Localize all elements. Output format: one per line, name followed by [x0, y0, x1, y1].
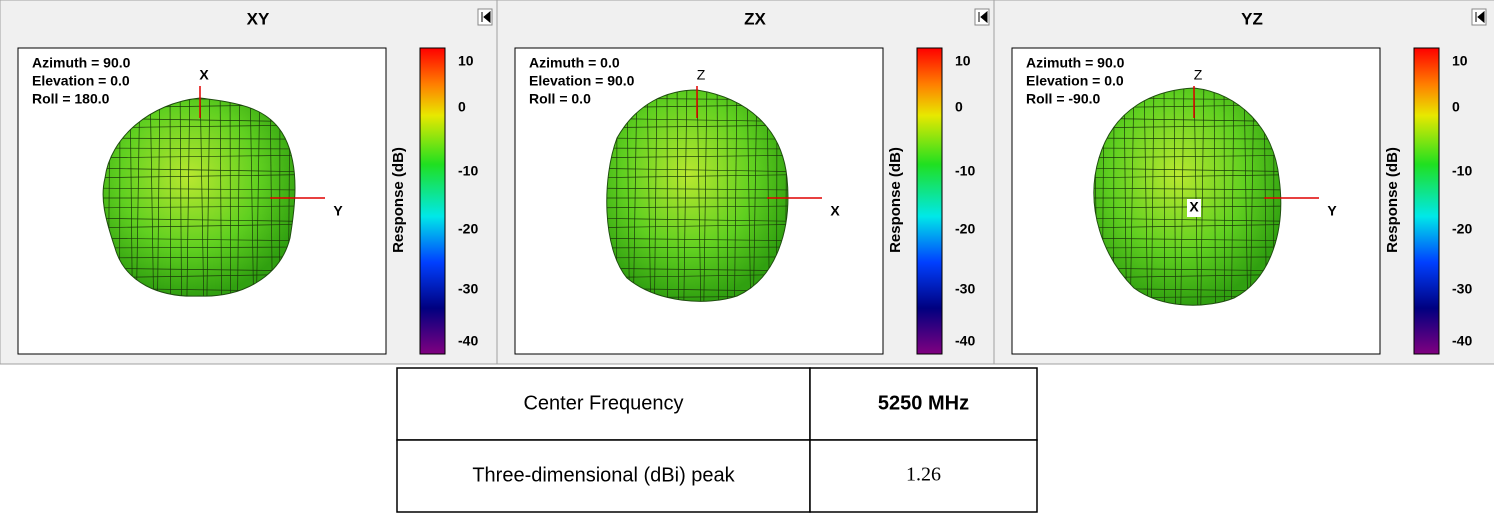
axis-label: Z	[697, 67, 706, 83]
colorbar-tick-label: -40	[1452, 333, 1472, 349]
axis-label: X	[1189, 199, 1199, 215]
page: XYAzimuth = 90.0Elevation = 0.0Roll = 18…	[0, 0, 1494, 516]
colorbar	[420, 48, 445, 354]
orientation-text: Elevation = 90.0	[529, 73, 635, 89]
panel-title: YZ	[1241, 9, 1263, 28]
colorbar-tick-label: -20	[955, 221, 975, 237]
colorbar-tick-label: -30	[955, 281, 975, 297]
colorbar-tick-label: 10	[458, 53, 474, 69]
colorbar-tick-label: -30	[458, 281, 478, 297]
table-text: 1.26	[906, 464, 941, 486]
table-text: Center Frequency	[523, 392, 683, 414]
colorbar-tick-label: -30	[1452, 281, 1472, 297]
colorbar-tick-label: -10	[458, 163, 478, 179]
pattern-surface	[1094, 88, 1281, 305]
axis-label: Y	[1327, 203, 1337, 219]
colorbar-tick-label: 10	[955, 53, 971, 69]
axis-label: X	[830, 203, 840, 219]
orientation-text: Azimuth = 90.0	[32, 55, 131, 71]
orientation-text: Roll = -90.0	[1026, 91, 1101, 107]
colorbar-tick-label: -40	[458, 333, 478, 349]
orientation-text: Roll = 180.0	[32, 91, 110, 107]
panel-title: ZX	[744, 9, 766, 28]
colorbar-tick-label: 0	[1452, 99, 1460, 115]
axis-label: X	[199, 67, 209, 83]
orientation-text: Elevation = 0.0	[32, 73, 130, 89]
axis-label: Y	[333, 203, 343, 219]
colorbar-tick-label: -20	[1452, 221, 1472, 237]
panel-title: XY	[247, 9, 270, 28]
colorbar-tick-label: 0	[458, 99, 466, 115]
colorbar	[917, 48, 942, 354]
colorbar-tick-label: -10	[955, 163, 975, 179]
orientation-text: Azimuth = 0.0	[529, 55, 620, 71]
colorbar-label: Response (dB)	[390, 147, 407, 253]
table-text: Three-dimensional (dBi) peak	[472, 464, 735, 486]
orientation-text: Elevation = 0.0	[1026, 73, 1124, 89]
colorbar-tick-label: -10	[1452, 163, 1472, 179]
colorbar-tick-label: 0	[955, 99, 963, 115]
colorbar-tick-label: 10	[1452, 53, 1468, 69]
colorbar-label: Response (dB)	[887, 147, 904, 253]
colorbar-tick-label: -40	[955, 333, 975, 349]
table-text: 5250 MHz	[878, 392, 969, 414]
orientation-text: Azimuth = 90.0	[1026, 55, 1125, 71]
colorbar	[1414, 48, 1439, 354]
screen: XYAzimuth = 90.0Elevation = 0.0Roll = 18…	[0, 0, 1494, 516]
orientation-text: Roll = 0.0	[529, 91, 591, 107]
axis-label: Z	[1194, 67, 1203, 83]
colorbar-label: Response (dB)	[1384, 147, 1401, 253]
colorbar-tick-label: -20	[458, 221, 478, 237]
